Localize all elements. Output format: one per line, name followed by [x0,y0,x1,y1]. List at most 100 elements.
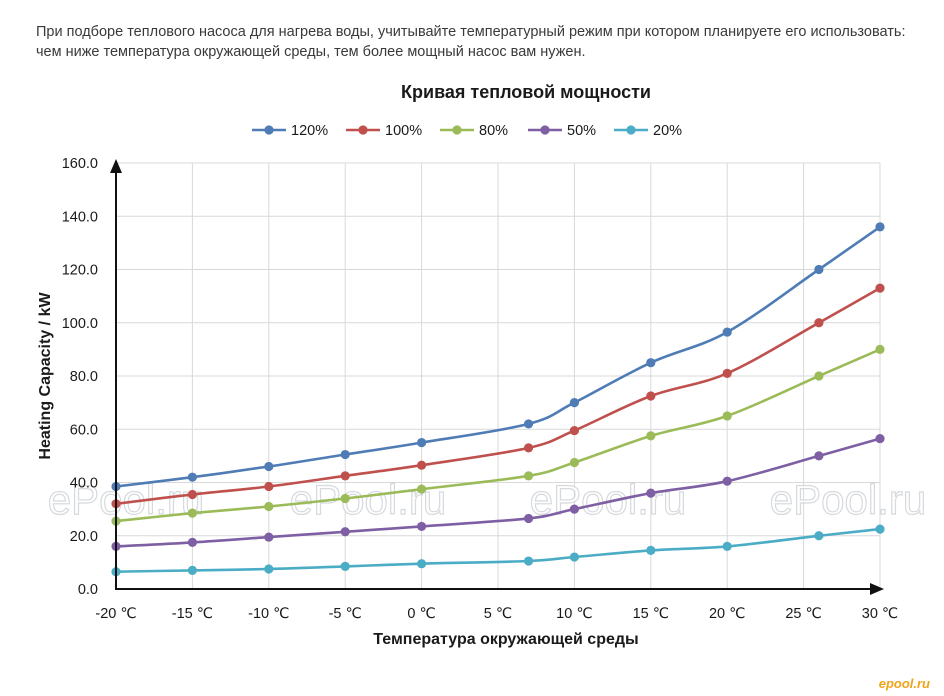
legend-item: 100% [346,123,422,139]
y-tick-label: 120.0 [62,263,98,279]
data-point [340,471,350,481]
data-point [875,344,885,354]
data-point [417,484,427,494]
data-point [814,531,824,541]
data-point [569,552,580,562]
legend-marker [452,125,462,135]
legend-label: 100% [385,123,422,139]
y-tick-label: 40.0 [70,476,98,492]
x-tick-label: 25 ℃ [785,606,821,622]
legend-marker [540,125,550,135]
x-tick-label: -5 ℃ [329,606,362,622]
data-point [417,460,427,470]
data-point [523,419,534,429]
chart-axes [110,159,884,595]
chart-series [111,222,885,577]
data-point [187,508,197,518]
data-point [646,545,656,555]
legend-item: 50% [528,123,596,139]
x-tick-label: 0 ℃ [407,606,435,622]
legend-label: 50% [567,123,596,139]
data-point [875,524,885,534]
x-tick-label: -20 ℃ [95,606,136,622]
y-tick-labels: 0.0 20.0 40.0 60.0 80.0 100.0 120.0 140.0 160.0 [62,156,98,598]
data-point [569,457,580,468]
chart-title: Кривая тепловой мощности [401,82,651,102]
legend-label: 120% [291,123,328,139]
data-point [814,264,824,275]
data-point [814,451,824,461]
x-tick-label: 5 ℃ [484,606,512,622]
data-point [523,556,534,566]
series-120-percent [111,222,885,492]
data-point [875,222,885,232]
legend-marker [626,125,636,135]
data-point [340,527,350,537]
data-point [646,431,656,441]
data-point [523,513,534,524]
intro-text: При подборе теплового насоса для нагрева… [36,24,906,60]
legend-item: 80% [440,123,508,139]
data-point [417,559,427,569]
data-point [569,425,580,436]
x-tick-label: 15 ℃ [633,606,669,622]
data-point [646,358,656,368]
watermarks: ePool.ru ePool.ru ePool.ru ePool.ru [47,475,927,523]
x-tick-label: -10 ℃ [248,606,289,622]
legend-label: 80% [479,123,508,139]
data-point [264,564,274,574]
data-point [187,565,197,575]
legend-label: 20% [653,123,682,139]
data-point [523,471,534,481]
data-point [264,501,274,512]
chart-grid [116,162,881,589]
y-tick-label: 140.0 [62,209,98,225]
data-point [417,521,427,532]
data-point [417,437,427,448]
data-point [722,411,732,421]
data-point [722,476,732,486]
chart-legend: 120% 100% 80% 50% 20% [252,123,682,139]
x-tick-label: -15 ℃ [172,606,213,622]
x-tick-label: 20 ℃ [709,606,745,622]
y-axis-arrow [110,159,122,173]
data-point [569,504,580,514]
series-50-percent [111,433,885,552]
data-point [340,449,350,460]
y-tick-label: 100.0 [62,316,98,332]
data-point [875,283,885,293]
data-point [814,371,824,381]
x-tick-label: 10 ℃ [556,606,592,622]
x-tick-label: 30 ℃ [862,606,898,622]
data-point [264,461,274,472]
series-20-percent [111,524,885,577]
y-tick-label: 80.0 [70,369,98,385]
y-axis-label: Heating Capacity / kW [37,292,54,460]
x-axis-arrow [870,583,884,595]
y-tick-label: 20.0 [70,529,98,545]
site-logo: epool.ru [879,676,930,691]
data-point [646,488,656,498]
x-tick-labels: -20 ℃ -15 ℃ -10 ℃ -5 ℃ 0 ℃ 5 ℃ 10 ℃ 15 ℃ 20 ℃ 25 … [95,606,898,622]
data-point [187,472,197,482]
watermark-text: ePool.ru [530,476,686,523]
series-80-percent [111,344,885,526]
y-tick-label: 60.0 [70,422,98,438]
legend-item: 20% [614,123,682,139]
x-axis-label: Температура окружающей среды [373,631,638,648]
data-point [340,493,350,504]
series-100-percent [111,283,885,509]
data-point [264,532,274,542]
data-point [646,391,656,401]
y-tick-label: 160.0 [62,156,98,172]
data-point [187,537,197,548]
legend-item: 120% [252,123,328,139]
data-point [722,541,732,552]
watermark-text: ePool.ru [770,476,926,523]
data-point [523,443,534,453]
watermark-text: ePool.ru [290,476,446,523]
y-tick-label: 0.0 [78,582,98,598]
data-point [340,561,350,571]
data-point [187,489,197,500]
